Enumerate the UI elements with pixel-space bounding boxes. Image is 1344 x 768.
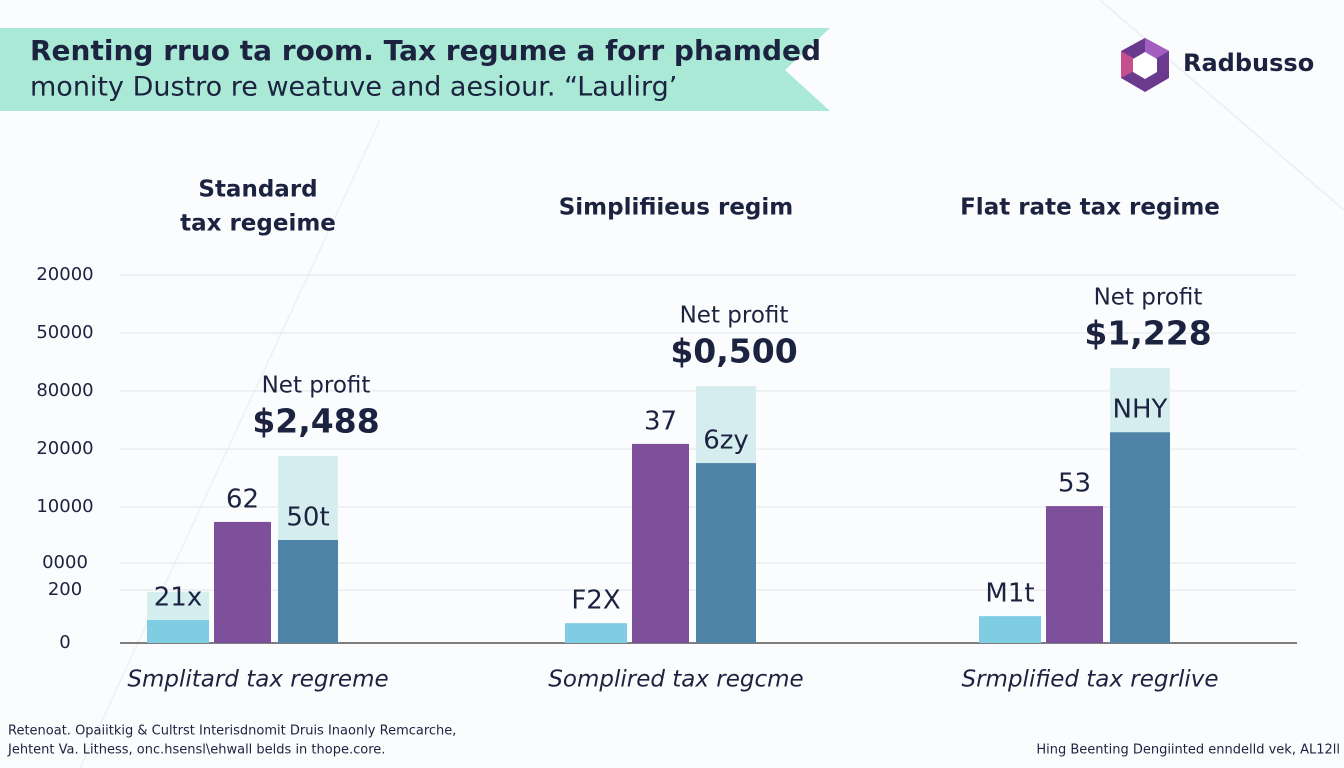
bar-label: 21x (154, 582, 202, 612)
title: Renting rruo ta room. Tax regume a forr … (30, 34, 821, 67)
bar (214, 521, 271, 643)
bar-label: 6zy (703, 426, 749, 456)
footer-text: Retenoat. Opaiitkig & Cultrst Interisdno… (8, 724, 456, 739)
logo-name: Radbusso (1183, 49, 1314, 77)
note-value: $1,228 (1084, 314, 1211, 353)
bar-label: F2X (571, 586, 620, 616)
category-label: Srmplified tax regrlive (962, 667, 1219, 693)
y-tick-label: 200 (48, 579, 82, 600)
bar (278, 539, 338, 643)
note-label: Net profit (680, 303, 789, 329)
bar (147, 591, 209, 620)
note-label: Net profit (262, 373, 371, 399)
category-label: Smplitard tax regreme (127, 667, 388, 693)
group-title: Standard (198, 177, 317, 203)
note-value: $2,488 (252, 402, 379, 441)
bar (1110, 368, 1170, 433)
bar (696, 463, 756, 643)
subtitle: monity Dustro re weatuve and aesiour. “L… (30, 72, 677, 103)
bar (979, 616, 1041, 643)
note-value: $0,500 (670, 332, 797, 371)
y-tick-label: 0 (59, 632, 70, 653)
y-tick-label: 80000 (36, 380, 93, 401)
footer-text: Jehtent Va. Lithess, onc.hsensl\ehwall b… (7, 743, 385, 758)
bar-label: 53 (1058, 469, 1091, 499)
category-label: Somplired tax regcme (548, 667, 803, 693)
bar (632, 443, 689, 643)
bar-label: NHY (1113, 395, 1168, 425)
bar-label: M1t (985, 579, 1034, 609)
decor-line (79, 119, 381, 768)
group-title: tax regeime (180, 211, 336, 237)
bar (147, 619, 209, 643)
note-label: Net profit (1094, 285, 1203, 311)
group-title: Simplifiieus regim (559, 195, 794, 221)
y-tick-label: 20000 (36, 438, 93, 459)
bar-label: 62 (226, 484, 259, 514)
group-title: Flat rate tax regime (960, 195, 1220, 221)
footer-text: Hing Beenting Dengiinted enndelld vek, A… (1036, 743, 1340, 758)
bar (1110, 432, 1170, 643)
bar (1046, 506, 1103, 643)
bar-label: 37 (644, 406, 677, 436)
bar (565, 623, 627, 643)
bar (696, 386, 756, 464)
bar-label: 50t (286, 502, 329, 532)
decor-line (1099, 0, 1344, 211)
y-tick-label: 0000 (42, 552, 88, 573)
y-tick-label: 10000 (36, 496, 93, 517)
title-banner (0, 28, 830, 111)
bar (278, 456, 338, 540)
logo-icon (1121, 38, 1169, 92)
y-tick-label: 50000 (36, 322, 93, 343)
y-tick-label: 20000 (36, 264, 93, 285)
